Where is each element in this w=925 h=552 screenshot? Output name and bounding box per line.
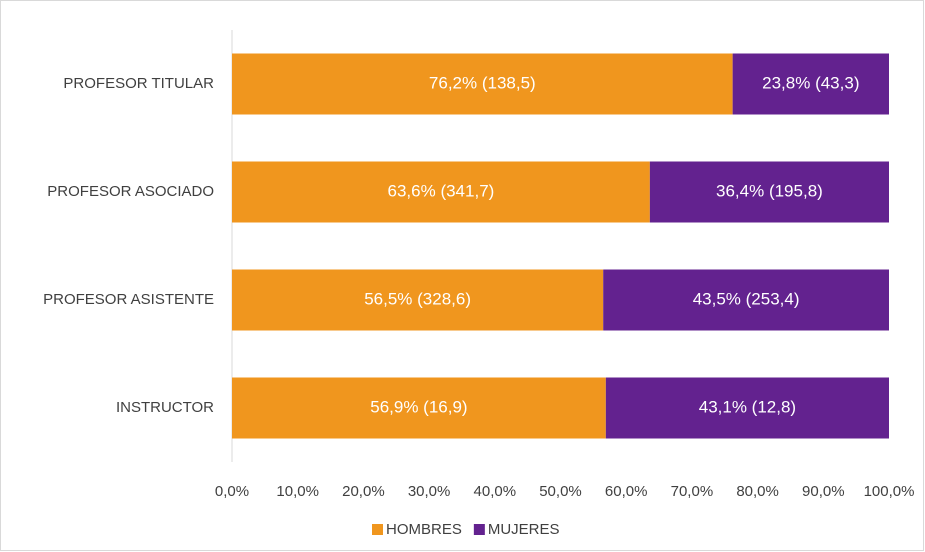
data-label: 36,4% (195,8) [716,181,823,200]
bar-segment [732,53,889,115]
legend-swatch [372,524,383,535]
x-tick-label: 70,0% [671,483,714,500]
x-tick-label: 0,0% [215,483,249,500]
x-tick-label: 100,0% [864,483,915,500]
bar-segment [232,269,604,331]
y-tick-label: INSTRUCTOR [116,399,214,416]
data-label: 76,2% (138,5) [429,73,536,92]
y-tick-label: PROFESOR TITULAR [63,75,214,92]
legend-label: HOMBRES [386,521,462,538]
data-label: 56,5% (328,6) [364,289,471,308]
y-tick-label: PROFESOR ASISTENTE [43,291,214,308]
bar-segment [605,377,889,439]
x-tick-label: 80,0% [736,483,779,500]
y-tick-label: PROFESOR ASOCIADO [47,183,214,200]
bar-segment [232,161,650,223]
bar-segment [649,161,889,223]
x-tick-label: 20,0% [342,483,385,500]
x-tick-label: 90,0% [802,483,845,500]
bar-segment [603,269,889,331]
x-tick-label: 60,0% [605,483,648,500]
bar-segment [232,377,606,439]
x-tick-label: 10,0% [276,483,319,500]
data-label: 23,8% (43,3) [762,73,859,92]
x-tick-label: 50,0% [539,483,582,500]
data-label: 43,1% (12,8) [699,397,796,416]
legend-swatch [473,524,485,535]
x-tick-label: 40,0% [474,483,517,500]
legend-label: MUJERES [488,521,560,538]
x-tick-label: 30,0% [408,483,451,500]
data-label: 63,6% (341,7) [388,181,495,200]
data-label: 56,9% (16,9) [370,397,467,416]
data-label: 43,5% (253,4) [693,289,800,308]
bar-segment [232,53,733,115]
